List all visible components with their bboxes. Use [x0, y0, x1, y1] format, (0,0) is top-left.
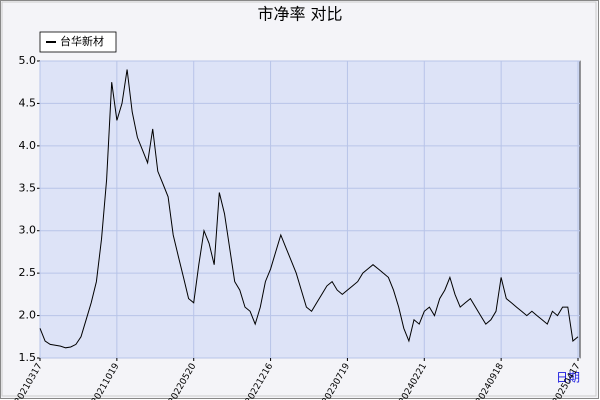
legend-label: 台华新材 — [60, 34, 104, 48]
y-tick-label: 2.0 — [19, 309, 37, 322]
plot-area — [39, 60, 581, 359]
y-tick-label: 3.0 — [19, 224, 37, 237]
y-tick-label: 3.5 — [19, 181, 37, 194]
x-axis-label: 日期 — [556, 371, 580, 385]
series-line — [39, 69, 579, 349]
y-tick-label: 2.5 — [19, 266, 37, 279]
y-tick-label: 1.5 — [19, 351, 37, 364]
y-tick-label: 4.0 — [19, 139, 37, 152]
legend-box — [39, 31, 117, 53]
y-tick-label: 4.5 — [19, 96, 37, 109]
y-tick-label: 5.0 — [19, 54, 37, 67]
chart-title: 市净率 对比 — [257, 5, 342, 24]
